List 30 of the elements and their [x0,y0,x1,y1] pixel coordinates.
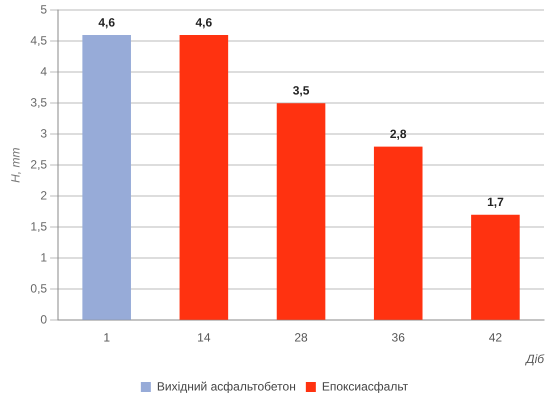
y-tick-label: 4 [40,64,48,79]
legend-label: Вихідний асфальтобетон [156,379,296,394]
y-tick-label: 3,5 [30,96,48,110]
y-tick-label: 1 [40,250,48,265]
bar [374,146,423,320]
x-axis-title: Діб [524,352,546,366]
x-tick-label: 1 [103,330,110,345]
bar [471,214,520,320]
y-tick-label: 2,5 [30,158,48,172]
x-tick-label: 14 [197,330,211,345]
y-tick-label: 1,5 [30,220,48,234]
legend-label: Епоксиасфальт [322,379,409,394]
data-label: 4,6 [98,15,116,30]
bar [276,103,326,320]
y-tick-label: 0 [40,312,48,327]
x-tick-label: 42 [488,330,502,345]
bar [82,35,131,320]
x-tick-label: 36 [392,330,406,345]
x-tick-label: 28 [294,330,308,345]
data-label: 1,7 [487,195,504,210]
bar [180,35,228,320]
y-axis-title: H, mm [8,148,23,183]
y-tick-label: 5 [40,2,48,17]
y-tick-label: 0,5 [30,282,48,296]
y-tick-label: 3 [40,126,48,141]
data-label: 4,6 [196,15,213,30]
data-label: 3,5 [292,84,310,98]
data-label: 2,8 [390,126,407,141]
y-tick-label: 2 [40,188,48,203]
y-tick-label: 4,5 [30,34,48,48]
